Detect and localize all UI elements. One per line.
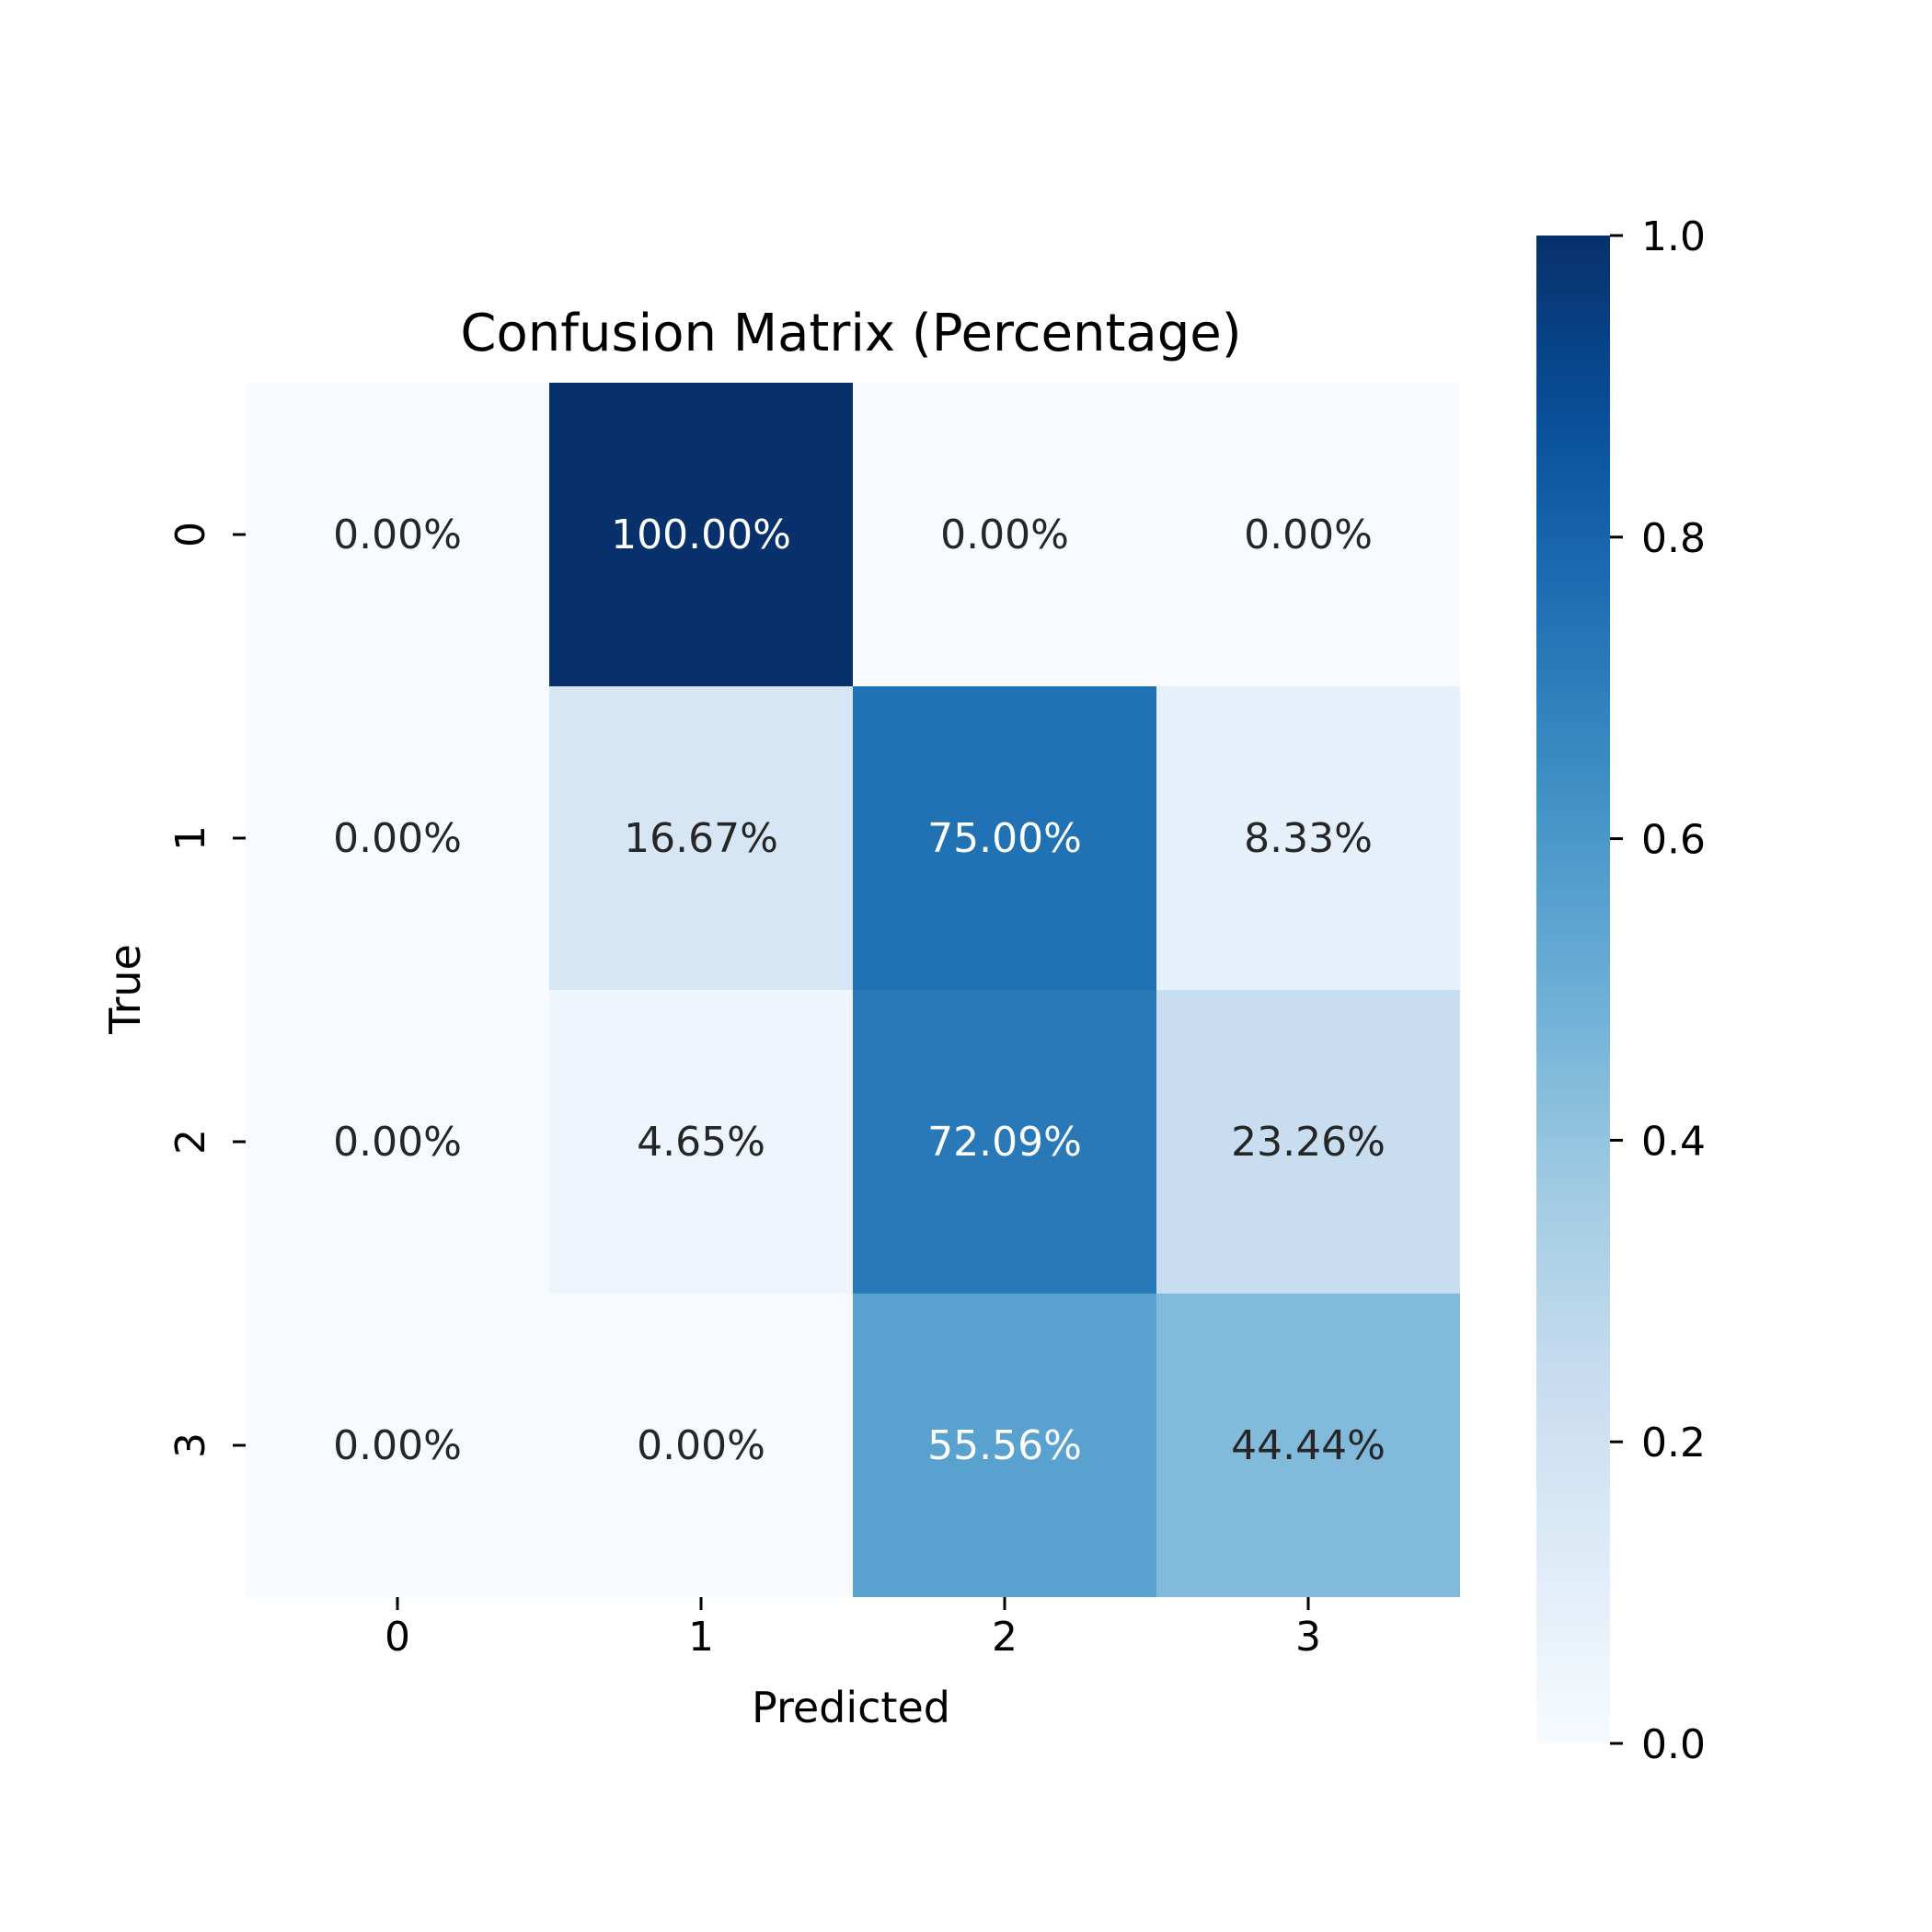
colorbar-tick-label-5: 1.0 bbox=[1641, 213, 1706, 260]
cell-label-r1-c1: 16.67% bbox=[624, 815, 778, 862]
x-tick-label-0: 0 bbox=[385, 1614, 410, 1661]
cell-r1-c0 bbox=[246, 686, 549, 990]
colorbar bbox=[1536, 236, 1610, 1743]
cell-r3-c3 bbox=[1156, 1294, 1460, 1597]
heatmap-cells bbox=[246, 383, 1460, 1597]
x-axis-ticks: 0 1 2 3 bbox=[385, 1597, 1321, 1661]
cell-r0-c2 bbox=[853, 383, 1156, 686]
x-tick-label-1: 1 bbox=[688, 1614, 714, 1661]
cell-r3-c1 bbox=[549, 1294, 853, 1597]
colorbar-tick-label-2: 0.4 bbox=[1641, 1118, 1706, 1165]
x-tick-label-3: 3 bbox=[1295, 1614, 1321, 1661]
cell-r0-c1 bbox=[549, 383, 853, 686]
cell-r2-c0 bbox=[246, 990, 549, 1294]
y-tick-label-3: 3 bbox=[167, 1432, 214, 1458]
cell-label-r0-c0: 0.00% bbox=[333, 512, 462, 558]
y-tick-label-0: 0 bbox=[167, 522, 214, 547]
y-axis-ticks: 0 1 2 3 bbox=[167, 522, 246, 1458]
chart-title: Confusion Matrix (Percentage) bbox=[460, 304, 1241, 363]
cell-r1-c3 bbox=[1156, 686, 1460, 990]
cell-label-r1-c2: 75.00% bbox=[927, 815, 1082, 862]
x-tick-label-2: 2 bbox=[992, 1614, 1018, 1661]
cell-label-r0-c2: 0.00% bbox=[940, 512, 1069, 558]
colorbar-ticks: 0.0 0.2 0.4 0.6 0.8 1.0 bbox=[1610, 213, 1706, 1768]
cell-label-r1-c0: 0.00% bbox=[333, 815, 462, 862]
cell-r1-c2 bbox=[853, 686, 1156, 990]
cell-r2-c2 bbox=[853, 990, 1156, 1294]
cell-label-r1-c3: 8.33% bbox=[1244, 815, 1373, 862]
colorbar-tick-label-4: 0.8 bbox=[1641, 515, 1706, 562]
cell-r0-c0 bbox=[246, 383, 549, 686]
colorbar-tick-label-1: 0.2 bbox=[1641, 1420, 1706, 1466]
cell-r2-c3 bbox=[1156, 990, 1460, 1294]
cell-label-r0-c1: 100.00% bbox=[611, 512, 791, 558]
cell-label-r3-c3: 44.44% bbox=[1231, 1422, 1386, 1469]
heatmap-cell-labels: 0.00% 100.00% 0.00% 0.00% 0.00% 16.67% 75.00% 8… bbox=[333, 512, 1386, 1469]
cell-r2-c1 bbox=[549, 990, 853, 1294]
cell-label-r0-c3: 0.00% bbox=[1244, 512, 1373, 558]
cell-label-r2-c1: 4.65% bbox=[637, 1119, 765, 1166]
x-axis-label: Predicted bbox=[752, 1683, 950, 1732]
cell-label-r3-c1: 0.00% bbox=[637, 1422, 765, 1469]
y-axis-label: True bbox=[100, 944, 150, 1035]
colorbar-tick-label-3: 0.6 bbox=[1641, 817, 1706, 864]
y-tick-label-1: 1 bbox=[167, 825, 214, 851]
cell-label-r3-c2: 55.56% bbox=[927, 1422, 1082, 1469]
colorbar-tick-label-0: 0.0 bbox=[1641, 1721, 1706, 1768]
cell-label-r2-c3: 23.26% bbox=[1231, 1119, 1386, 1166]
cell-r3-c0 bbox=[246, 1294, 549, 1597]
cell-label-r2-c2: 72.09% bbox=[927, 1119, 1082, 1166]
y-tick-label-2: 2 bbox=[167, 1129, 214, 1155]
cell-label-r2-c0: 0.00% bbox=[333, 1119, 462, 1166]
cell-r1-c1 bbox=[549, 686, 853, 990]
cell-r3-c2 bbox=[853, 1294, 1156, 1597]
cell-r0-c3 bbox=[1156, 383, 1460, 686]
cell-label-r3-c0: 0.00% bbox=[333, 1422, 462, 1469]
